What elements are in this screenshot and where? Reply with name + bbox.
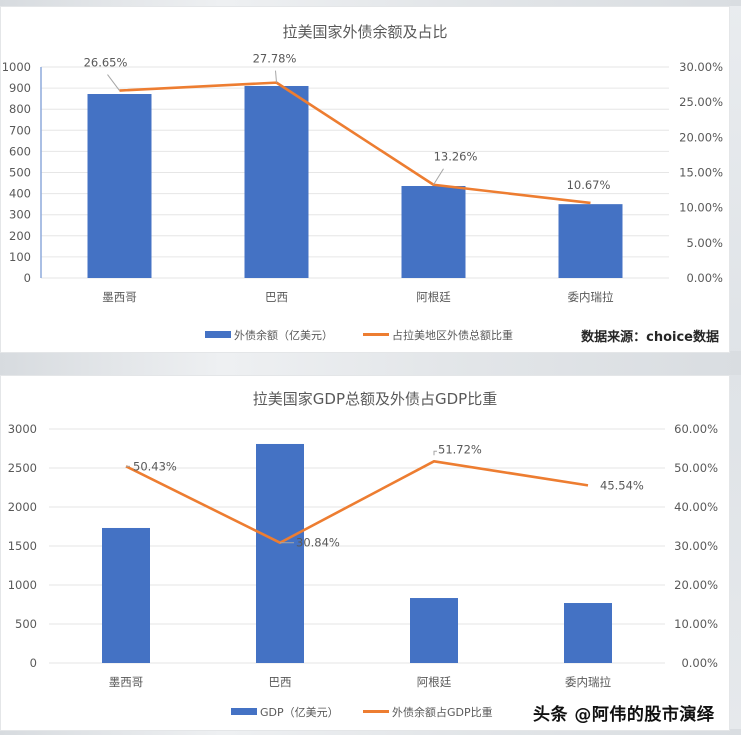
x-category-label: 阿根廷 xyxy=(416,290,451,304)
legend-bar-label: 外债余额（亿美元） xyxy=(234,328,333,342)
data-label-leader xyxy=(275,70,277,83)
y-right-tick: 5.00% xyxy=(686,236,723,250)
data-label: 27.78% xyxy=(253,52,297,66)
bar xyxy=(558,204,623,278)
x-category-label: 墨西哥 xyxy=(109,675,144,689)
data-label: 45.54% xyxy=(600,478,644,492)
data-label: 50.43% xyxy=(133,459,177,473)
y-right-tick: 15.00% xyxy=(679,166,723,180)
y-left-tick: 1000 xyxy=(2,60,31,74)
y-right-tick: 30.00% xyxy=(679,60,723,74)
bar xyxy=(244,85,309,279)
y-left-tick: 1500 xyxy=(8,539,37,553)
bar xyxy=(564,603,612,663)
chart-panel-gdp: 拉美国家GDP总额及外债占GDP比重 0 500 1000 1500 2000 2500 30… xyxy=(0,375,730,731)
y-right-tick: 20.00% xyxy=(674,578,718,592)
chart-title: 拉美国家外债余额及占比 xyxy=(282,23,447,41)
legend-bar-swatch xyxy=(205,331,231,338)
y-left-tick: 400 xyxy=(9,187,31,201)
data-label: 10.67% xyxy=(567,178,611,192)
y-right-tick: 20.00% xyxy=(679,130,723,144)
chart-external-debt: 拉美国家外债余额及占比 0 100 200 300 400 500 600 700 800 900 1… xyxy=(2,23,723,345)
x-category-label: 巴西 xyxy=(265,290,288,304)
y-right-tick: 0.00% xyxy=(681,656,718,670)
y-right-tick: 40.00% xyxy=(674,500,718,514)
y-left-tick: 700 xyxy=(9,123,31,137)
legend-line-label: 外债余额占GDP比重 xyxy=(392,705,493,719)
y-left-tick: 2000 xyxy=(8,500,37,514)
chart-title: 拉美国家GDP总额及外债占GDP比重 xyxy=(253,390,497,408)
source-note: 数据来源：choice数据 xyxy=(581,329,719,345)
y-right-tick: 10.00% xyxy=(674,617,718,631)
data-label: 30.84% xyxy=(296,536,340,550)
legend-bar-swatch xyxy=(231,708,257,715)
x-category-label: 委内瑞拉 xyxy=(565,675,611,689)
y-right-tick: 50.00% xyxy=(674,461,718,475)
y-left-tick: 500 xyxy=(9,166,31,180)
chart-gdp: 拉美国家GDP总额及外债占GDP比重 0 500 1000 1500 2000 2500 30… xyxy=(8,390,718,719)
bar xyxy=(401,186,466,278)
y-left-tick: 300 xyxy=(9,208,31,222)
y-right-tick: 10.00% xyxy=(679,201,723,215)
y-left-tick: 0 xyxy=(24,271,31,285)
y-right-tick: 30.00% xyxy=(674,539,718,553)
background-band-top xyxy=(0,0,741,6)
y-left-tick: 200 xyxy=(9,229,31,243)
bar xyxy=(102,527,150,663)
background-band-middle xyxy=(0,351,741,375)
watermark: 头条 @阿伟的股市演绎 xyxy=(533,705,715,725)
y-left-tick: 800 xyxy=(9,102,31,116)
data-label: 13.26% xyxy=(434,150,478,164)
y-right-tick: 0.00% xyxy=(686,271,723,285)
chart-panel-external-debt: 拉美国家外债余额及占比 0 100 200 300 400 500 600 700 800 900 1… xyxy=(0,6,730,353)
y-right-tick: 60.00% xyxy=(674,422,718,436)
bar xyxy=(256,443,304,663)
y-left-tick: 0 xyxy=(30,656,37,670)
x-category-label: 巴西 xyxy=(269,675,292,689)
data-label: 26.65% xyxy=(84,56,128,70)
y-left-tick: 900 xyxy=(9,81,31,95)
data-label: 51.72% xyxy=(438,442,482,456)
background-band-bottom xyxy=(0,729,741,735)
data-label-leader xyxy=(107,74,120,91)
line-series xyxy=(119,81,591,205)
y-right-tick: 25.00% xyxy=(679,95,723,109)
y-left-tick: 3000 xyxy=(8,422,37,436)
bar xyxy=(87,94,152,279)
y-left-tick: 600 xyxy=(9,144,31,158)
x-category-label: 委内瑞拉 xyxy=(568,290,614,304)
y-left-tick: 1000 xyxy=(8,578,37,592)
legend-line-label: 占拉美地区外债总额比重 xyxy=(392,328,513,342)
x-category-label: 阿根廷 xyxy=(417,675,452,689)
x-category-label: 墨西哥 xyxy=(102,290,137,304)
line-series xyxy=(125,459,589,545)
legend-bar-label: GDP（亿美元） xyxy=(260,706,339,719)
data-label-leader xyxy=(433,450,437,456)
y-left-tick: 2500 xyxy=(8,461,37,475)
y-left-tick: 100 xyxy=(9,250,31,264)
data-label-leader xyxy=(433,168,444,186)
y-left-tick: 500 xyxy=(15,617,37,631)
bar xyxy=(410,598,458,663)
